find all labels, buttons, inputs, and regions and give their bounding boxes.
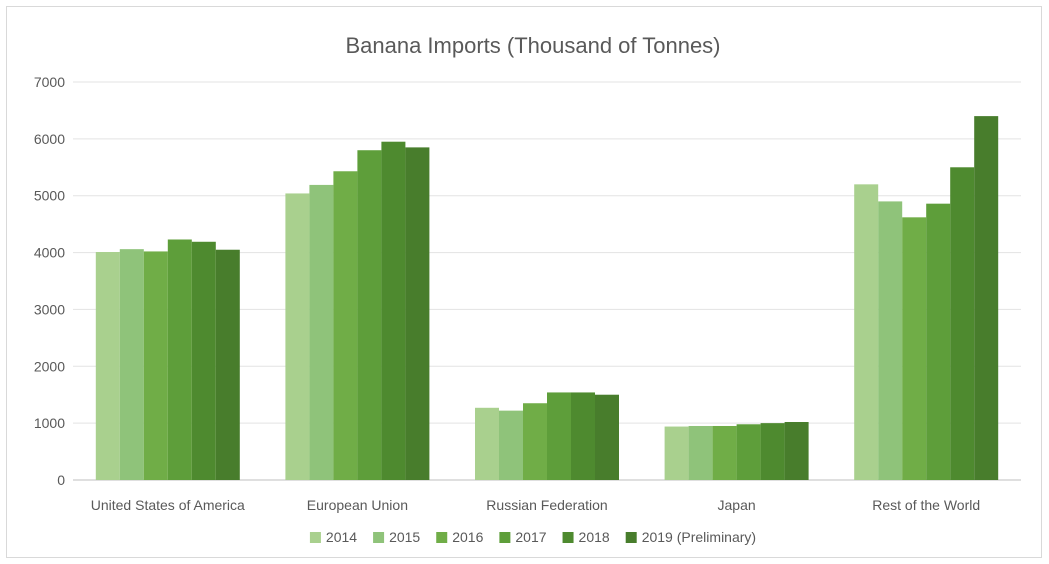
bar — [547, 392, 571, 480]
bar — [95, 252, 120, 480]
bar — [333, 171, 358, 480]
x-category-label: Russian Federation — [486, 497, 607, 513]
bar — [357, 150, 382, 480]
bar — [664, 426, 689, 480]
legend-swatch — [373, 532, 385, 543]
x-category-label: United States of America — [91, 497, 245, 513]
bar — [878, 201, 903, 480]
bar — [688, 425, 713, 480]
bar — [974, 116, 999, 480]
bar — [712, 425, 737, 480]
bar — [285, 193, 310, 480]
bar — [167, 239, 192, 480]
legend-label: 2017 — [515, 529, 546, 545]
y-tick-label: 4000 — [34, 245, 65, 261]
bar — [381, 141, 406, 480]
y-tick-label: 2000 — [34, 358, 65, 374]
legend-swatch — [436, 532, 448, 543]
bar — [854, 184, 879, 481]
legend-swatch — [499, 532, 511, 543]
y-tick-label: 1000 — [34, 415, 65, 431]
legend-label: 2019 (Preliminary) — [642, 529, 756, 545]
y-tick-label: 5000 — [34, 188, 65, 204]
legend-swatch — [625, 532, 637, 543]
y-tick-label: 7000 — [34, 74, 65, 90]
bar — [926, 203, 951, 480]
legend: 2014 2015 2016 2017 2018 2019 (Preliminary) — [309, 529, 756, 545]
bar — [143, 251, 168, 480]
chart-title: Banana Imports (Thousand of Tonnes) — [345, 33, 720, 58]
bar — [784, 422, 809, 480]
bar — [571, 392, 595, 480]
bar — [736, 424, 761, 480]
y-tick-label: 0 — [57, 472, 65, 488]
bar — [119, 249, 144, 480]
bar — [902, 217, 927, 480]
x-category-label: Rest of the World — [872, 497, 980, 513]
bar — [309, 184, 334, 480]
bar — [523, 403, 547, 480]
bar — [950, 167, 975, 481]
bar — [760, 423, 785, 480]
bar — [499, 410, 523, 480]
bar — [215, 249, 240, 480]
bar — [595, 394, 619, 480]
legend-swatch — [562, 532, 574, 543]
chart-frame: 0 1000 2000 3000 4000 5000 6000 7000 United Sta… — [6, 6, 1042, 558]
y-axis-ticks: 0 1000 2000 3000 4000 5000 6000 7000 — [34, 74, 65, 488]
y-tick-label: 3000 — [34, 301, 65, 317]
x-category-label: European Union — [307, 497, 408, 513]
legend-label: 2014 — [326, 529, 357, 545]
bar-chart: 0 1000 2000 3000 4000 5000 6000 7000 United Sta… — [34, 33, 1021, 545]
bars — [95, 116, 999, 481]
x-category-label: Japan — [718, 497, 756, 513]
legend-label: 2015 — [389, 529, 420, 545]
x-axis-categories: United States of America European Union Ru… — [91, 497, 980, 513]
bar — [191, 241, 216, 480]
bar — [475, 407, 499, 480]
y-tick-label: 6000 — [34, 131, 65, 147]
legend-label: 2016 — [452, 529, 483, 545]
bar — [405, 147, 430, 480]
legend-label: 2018 — [579, 529, 610, 545]
legend-swatch — [309, 532, 321, 543]
